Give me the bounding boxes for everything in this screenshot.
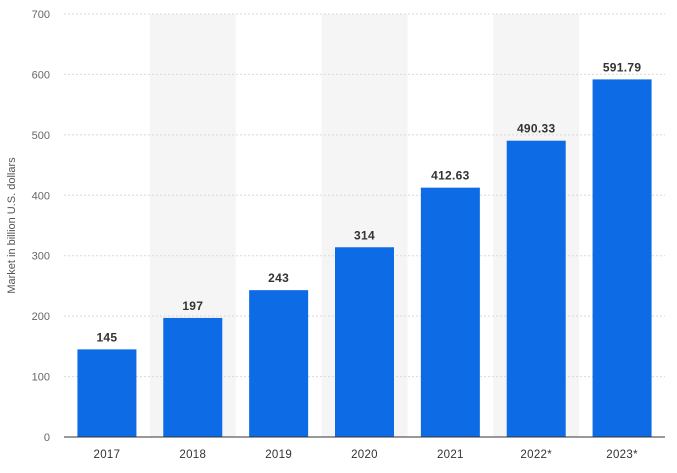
bar [420, 187, 480, 437]
y-tick-label: 600 [32, 69, 50, 81]
y-tick-labels: 0 100 200 300 400 500 600 700 [32, 9, 50, 444]
y-tick-label: 100 [32, 372, 50, 384]
bar-value-label: 412.63 [431, 169, 470, 183]
x-tick-label: 2017 [94, 449, 121, 461]
bar-value-label: 314 [354, 228, 375, 242]
y-tick-label: 200 [32, 311, 50, 323]
x-tick-label: 2019 [265, 449, 292, 461]
x-tick-label: 2018 [179, 449, 206, 461]
bar [77, 349, 137, 437]
y-tick-label: 700 [32, 9, 50, 21]
y-tick-label: 0 [44, 432, 50, 444]
bar [506, 140, 566, 437]
bar-value-label: 243 [268, 271, 289, 285]
x-tick-labels: 2017 2018 2019 2020 2021 2022* 2023* [94, 449, 638, 461]
x-tick-label: 2021 [437, 449, 464, 461]
y-tick-label: 400 [32, 190, 50, 202]
bar-value-label: 490.33 [517, 122, 556, 136]
bar [592, 79, 652, 437]
bar-value-label: 591.79 [603, 60, 642, 74]
bars [77, 79, 652, 437]
bar [163, 317, 223, 437]
y-tick-label: 300 [32, 251, 50, 263]
bar [335, 247, 394, 437]
y-tick-label: 500 [32, 130, 50, 142]
x-tick-label: 2022* [520, 449, 552, 461]
x-tick-label: 2020 [351, 449, 378, 461]
bar [249, 290, 309, 437]
y-axis-label: Market in billion U.S. dollars [6, 157, 18, 294]
bar-value-labels: 145 197 243 314 412.63 490.33 591.79 [96, 60, 641, 344]
bar-value-label: 197 [182, 299, 203, 313]
x-tick-label: 2023* [606, 449, 638, 461]
bar-value-label: 145 [96, 330, 117, 344]
